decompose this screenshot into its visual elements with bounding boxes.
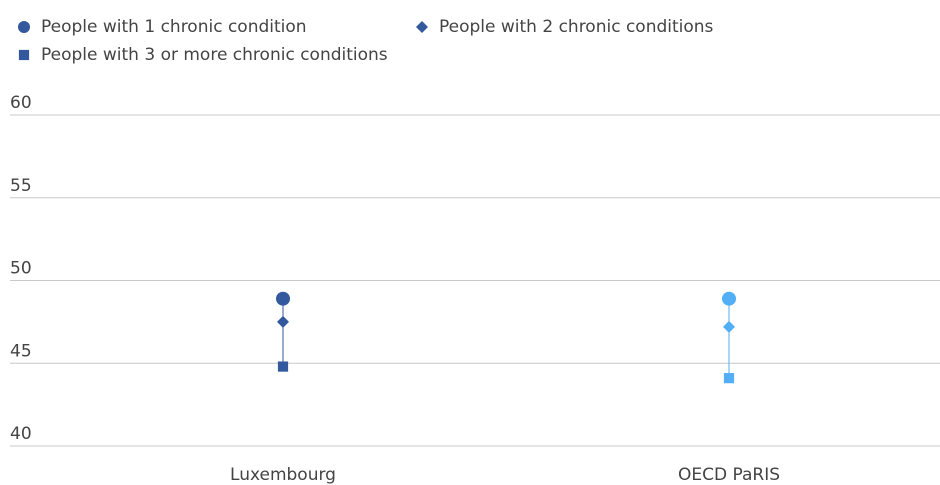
dot xyxy=(277,361,289,372)
legend-marker xyxy=(416,21,428,33)
legend-marker xyxy=(18,21,30,33)
dot xyxy=(276,291,290,306)
y-tick-label: 40 xyxy=(10,424,32,444)
x-tick-label: Luxembourg xyxy=(230,465,336,485)
y-tick-label: 60 xyxy=(10,93,32,113)
legend-marker xyxy=(18,49,30,61)
dot xyxy=(722,291,736,306)
y-tick-label: 55 xyxy=(10,176,32,196)
legend-label: People with 2 chronic conditions xyxy=(439,17,714,37)
y-tick-label: 50 xyxy=(10,259,32,279)
legend-label: People with 3 or more chronic conditions xyxy=(41,45,388,65)
dot xyxy=(723,320,735,333)
dot xyxy=(277,315,289,328)
legend-label: People with 1 chronic condition xyxy=(41,17,307,37)
x-tick-label: OECD PaRIS xyxy=(678,465,780,485)
dot xyxy=(723,373,735,384)
y-tick-label: 45 xyxy=(10,341,32,361)
